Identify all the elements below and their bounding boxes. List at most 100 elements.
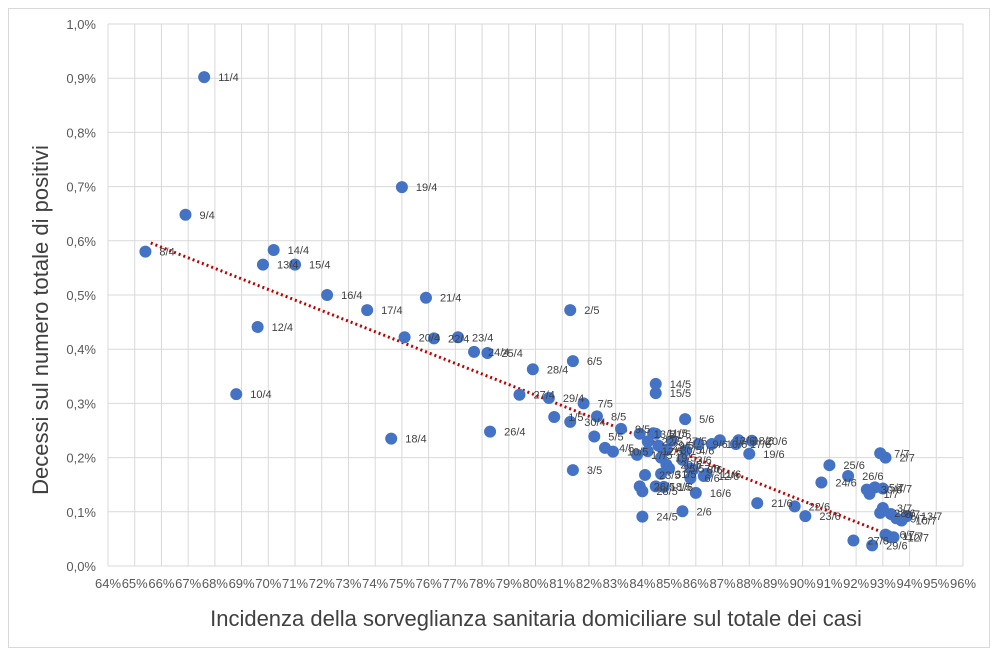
data-point-label: 24/4 — [488, 347, 509, 359]
data-point-label: 6/7 — [900, 530, 915, 542]
data-point-label: 22/4 — [448, 333, 469, 345]
data-point-label: 24/5 — [656, 512, 677, 524]
data-point — [649, 427, 662, 440]
data-point-label: 18/5 — [670, 481, 691, 493]
x-tick-label: 88% — [736, 576, 762, 591]
data-point — [900, 510, 913, 523]
data-point — [251, 320, 264, 333]
data-point-label: 29/4 — [563, 393, 584, 405]
data-points — [139, 71, 913, 552]
data-point — [513, 388, 526, 401]
data-point — [732, 434, 745, 447]
x-tick-label: 66% — [148, 576, 174, 591]
data-point — [631, 448, 644, 461]
data-point-label: 25/6 — [843, 460, 864, 472]
data-point-label: 7/7 — [894, 448, 909, 460]
x-tick-label: 96% — [950, 576, 976, 591]
data-point — [887, 531, 900, 544]
data-point-label: 21/4 — [440, 293, 461, 305]
y-axis-title: Decessi sul numero totale di positivi — [28, 145, 53, 495]
x-tick-label: 87% — [710, 576, 736, 591]
data-point-label: 21/5 — [670, 429, 691, 441]
point-labels: 8/4 9/4 11/4 10/4 12/4 13/4 14/415/4 16/4 17/4 18… — [159, 72, 942, 552]
data-point-label: 27/6 — [867, 536, 888, 548]
data-point-label: 2/7 — [900, 453, 915, 465]
data-point — [874, 447, 887, 460]
data-point — [692, 438, 705, 451]
data-point-label: 26/6 — [862, 471, 883, 483]
data-point — [639, 468, 652, 481]
data-point-label: 23/5 — [659, 470, 680, 482]
x-axis-title: Incidenza della sorveglianza sanitaria d… — [210, 606, 862, 631]
data-point — [687, 463, 700, 476]
data-point-label: 20/6 — [766, 436, 787, 448]
data-point — [385, 432, 398, 445]
data-point — [689, 486, 702, 499]
data-point — [676, 505, 689, 518]
x-tick-label: 89% — [763, 576, 789, 591]
x-tick-label: 83% — [603, 576, 629, 591]
data-point — [542, 391, 555, 404]
data-point-label: 8/5 — [611, 411, 626, 423]
data-point-label: 4/5 — [619, 443, 634, 455]
data-point — [419, 291, 432, 304]
y-tick-label: 0,9% — [66, 71, 96, 86]
data-point-label: 3/6 — [696, 455, 711, 467]
data-point-label: 16/4 — [341, 290, 362, 302]
data-point-label: 11/7 — [902, 531, 923, 543]
data-point-label: 29/5 — [672, 441, 693, 453]
data-point — [398, 331, 411, 344]
data-point — [679, 444, 692, 457]
y-tick-label: 0,4% — [66, 342, 96, 357]
data-point-label: 1/6 — [678, 482, 693, 494]
data-point-label: 11/5 — [667, 428, 688, 440]
data-point-label: 1/5 — [568, 412, 583, 424]
y-tick-label: 0,8% — [66, 125, 96, 140]
x-tick-label: 73% — [335, 576, 361, 591]
x-tick-label: 91% — [816, 576, 842, 591]
data-point — [815, 476, 828, 489]
data-point — [641, 435, 654, 448]
data-point-label: 28/4 — [547, 364, 568, 376]
x-tick-label: 80% — [522, 576, 548, 591]
data-point — [636, 485, 649, 498]
data-point-label: 13/6 — [734, 435, 755, 447]
x-axis-ticks: 64% 65% 66% 67% 68% 69% 70% 71% 72% 73% 74% 75% 76% 7… — [95, 576, 976, 591]
x-tick-label: 68% — [202, 576, 228, 591]
data-point-label: 5/6 — [699, 414, 714, 426]
y-tick-label: 0,0% — [66, 559, 96, 574]
data-point-label: 12/4 — [272, 322, 293, 334]
chart-frame — [8, 8, 990, 648]
data-point-label: 11/6 — [721, 469, 742, 481]
x-tick-label: 93% — [870, 576, 896, 591]
y-tick-label: 0,7% — [66, 180, 96, 195]
x-tick-label: 72% — [309, 576, 335, 591]
data-point-label: 28/6 — [894, 508, 915, 520]
data-point-label: 26/4 — [504, 427, 525, 439]
x-tick-label: 74% — [362, 576, 388, 591]
data-point-label: 5/7 — [889, 482, 904, 494]
data-point-label: 28/5 — [656, 486, 677, 498]
data-point-label: 3/7 — [897, 503, 912, 515]
x-tick-label: 67% — [175, 576, 201, 591]
data-point — [866, 539, 879, 552]
data-point — [361, 304, 374, 317]
data-point — [615, 422, 627, 435]
data-point-label: 17/4 — [381, 305, 402, 317]
data-point — [564, 304, 577, 317]
data-point — [577, 397, 590, 410]
data-point — [657, 480, 670, 493]
data-point — [633, 427, 646, 440]
data-point — [641, 445, 654, 458]
y-tick-label: 0,1% — [66, 505, 96, 520]
data-point — [267, 244, 280, 257]
data-point-label: 14/5 — [670, 379, 691, 391]
x-tick-label: 78% — [469, 576, 495, 591]
data-point-label: 24/6 — [835, 478, 856, 490]
data-point — [526, 363, 539, 376]
data-point-label: 10/5 — [627, 447, 648, 459]
data-point — [660, 444, 673, 457]
x-tick-label: 81% — [549, 576, 575, 591]
data-point — [679, 413, 692, 426]
x-tick-label: 86% — [683, 576, 709, 591]
